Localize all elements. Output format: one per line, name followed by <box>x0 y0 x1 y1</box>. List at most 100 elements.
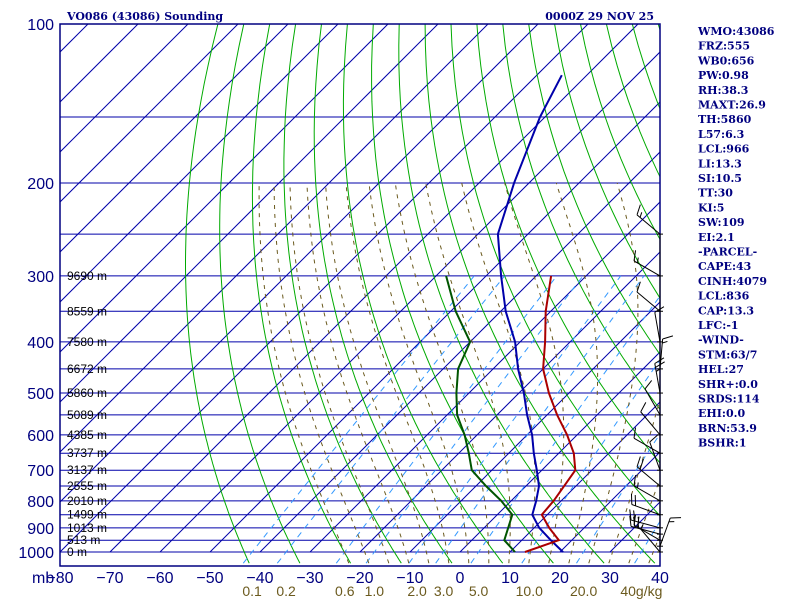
isotherm-line <box>259 151 660 553</box>
moist-adiabat-line <box>258 182 350 564</box>
temperature-tick-label: −40 <box>246 570 273 587</box>
mixing-ratio-label: 3.0 <box>434 583 454 599</box>
index-entry: RH:38.3 <box>698 84 748 97</box>
wind-barbs <box>629 204 682 553</box>
temperature-tick-label: −70 <box>96 570 123 587</box>
isotherm-line <box>159 51 660 553</box>
wind-barb <box>636 456 663 487</box>
background-lines <box>60 24 800 564</box>
temperature-tick-label: 10 <box>501 570 519 587</box>
isotherm-line <box>60 24 439 403</box>
height-label: 513 m <box>67 533 100 547</box>
isotherm-line <box>60 24 289 253</box>
index-entry: SW:109 <box>698 216 745 229</box>
temperature-tick-label: 30 <box>601 570 619 587</box>
index-entry: SRDS:114 <box>698 393 760 406</box>
height-label: 0 m <box>67 545 87 559</box>
height-label: 5089 m <box>67 408 107 422</box>
height-label: 6672 m <box>67 362 107 376</box>
isotherm-line <box>509 401 660 553</box>
isotherm-line <box>359 251 660 553</box>
index-entry: LI:13.3 <box>698 157 742 170</box>
height-label: 2555 m <box>67 479 107 493</box>
pressure-tick-label: 600 <box>27 428 54 445</box>
index-entry: -WIND- <box>698 334 744 347</box>
dry-adiabat-line <box>185 24 250 564</box>
chart-title: VO086 (43086) Sounding <box>66 10 223 23</box>
dry-adiabat-line <box>342 24 504 564</box>
dry-adiabat-line <box>528 24 660 356</box>
moist-adiabat-line <box>306 182 410 564</box>
height-label: 9690 m <box>67 269 107 283</box>
moist-adiabat-line <box>588 182 639 564</box>
moist-adiabat-line <box>289 182 390 564</box>
profile-trace-3 <box>445 275 516 553</box>
pressure-tick-label: 500 <box>27 386 54 403</box>
wind-barb <box>630 493 663 516</box>
x-axis-unit: mb <box>32 570 54 587</box>
height-label: 3737 m <box>67 446 107 460</box>
pressure-tick-label: 1000 <box>18 545 54 562</box>
index-entry: FRZ:555 <box>698 40 750 53</box>
index-entry: STM:63/7 <box>698 348 757 361</box>
isotherm-line <box>60 24 339 303</box>
isotherm-line <box>60 24 389 353</box>
dry-adiabat-line <box>580 24 660 241</box>
temperature-tick-label: −80 <box>46 570 73 587</box>
pressure-tick-label: 800 <box>27 494 54 511</box>
index-entry: EHI:0.0 <box>698 407 745 420</box>
mixing-ratio-line <box>470 295 660 564</box>
pressure-tick-label: 400 <box>27 335 54 352</box>
wind-barb <box>657 335 674 370</box>
dry-adiabat-line <box>251 24 352 564</box>
temperature-tick-label: 20 <box>551 570 569 587</box>
height-label: 1013 m <box>67 521 107 535</box>
dry-adiabat-line <box>424 24 656 564</box>
mixing-ratio-line <box>435 275 645 564</box>
wind-barb <box>636 204 663 235</box>
dry-adiabat-line <box>450 24 660 517</box>
temperature-axis-labels: mb −80 −70 −60 −50 −40 −30 −20 −10 0 10 20 30 40 <box>32 570 669 587</box>
isotherm-line <box>60 24 489 453</box>
mixing-ratio-label: 10.0 <box>516 583 543 599</box>
pressure-tick-label: 200 <box>27 176 54 193</box>
mixing-ratio-label: 0.6 <box>335 583 355 599</box>
index-entry: LFC:-1 <box>698 319 739 332</box>
index-entry: TT:30 <box>698 187 733 200</box>
mixing-ratio-line <box>365 275 584 564</box>
moist-adiabat-line <box>504 182 565 564</box>
mixing-ratio-label: 2.0 <box>407 583 427 599</box>
valid-time: 0000Z 29 NOV 25 <box>545 10 654 23</box>
dry-adiabat-line <box>476 24 660 464</box>
dry-adiabat-line <box>502 24 660 411</box>
wind-barb <box>640 402 663 436</box>
pressure-tick-label: 100 <box>27 17 54 34</box>
isotherm-line <box>60 24 539 503</box>
wind-barb <box>640 524 663 553</box>
mixing-ratio-line <box>408 275 622 564</box>
mixing-ratio-line <box>335 275 558 564</box>
temperature-tick-label: 40 <box>651 570 669 587</box>
wind-barb <box>633 475 663 502</box>
pressure-tick-label: 900 <box>27 521 54 538</box>
mixing-ratio-line <box>521 358 660 564</box>
dry-adiabat-line <box>283 24 402 564</box>
index-entry: SHR+:0.0 <box>698 378 758 391</box>
index-entry: MAXT:26.9 <box>698 99 766 112</box>
temperature-tick-label: −50 <box>196 570 223 587</box>
pressure-axis-labels: 1000 900 800 700 600 500 400 300 200 100 <box>18 17 54 562</box>
moist-adiabat-line <box>555 182 599 564</box>
height-label: 7580 m <box>67 335 107 349</box>
mixing-ratio-line <box>634 520 660 564</box>
dry-adiabat-line <box>398 24 605 564</box>
index-entry: CINH:4079 <box>698 275 767 288</box>
mixing-ratio-label: 0.1 <box>242 583 262 599</box>
index-entry: LCL:836 <box>698 290 750 303</box>
wind-barb <box>629 515 663 535</box>
moist-adiabat-line <box>425 182 511 564</box>
dry-adiabat-line <box>762 24 800 563</box>
height-label: 2010 m <box>67 494 107 508</box>
temperature-tick-label: −20 <box>346 570 373 587</box>
